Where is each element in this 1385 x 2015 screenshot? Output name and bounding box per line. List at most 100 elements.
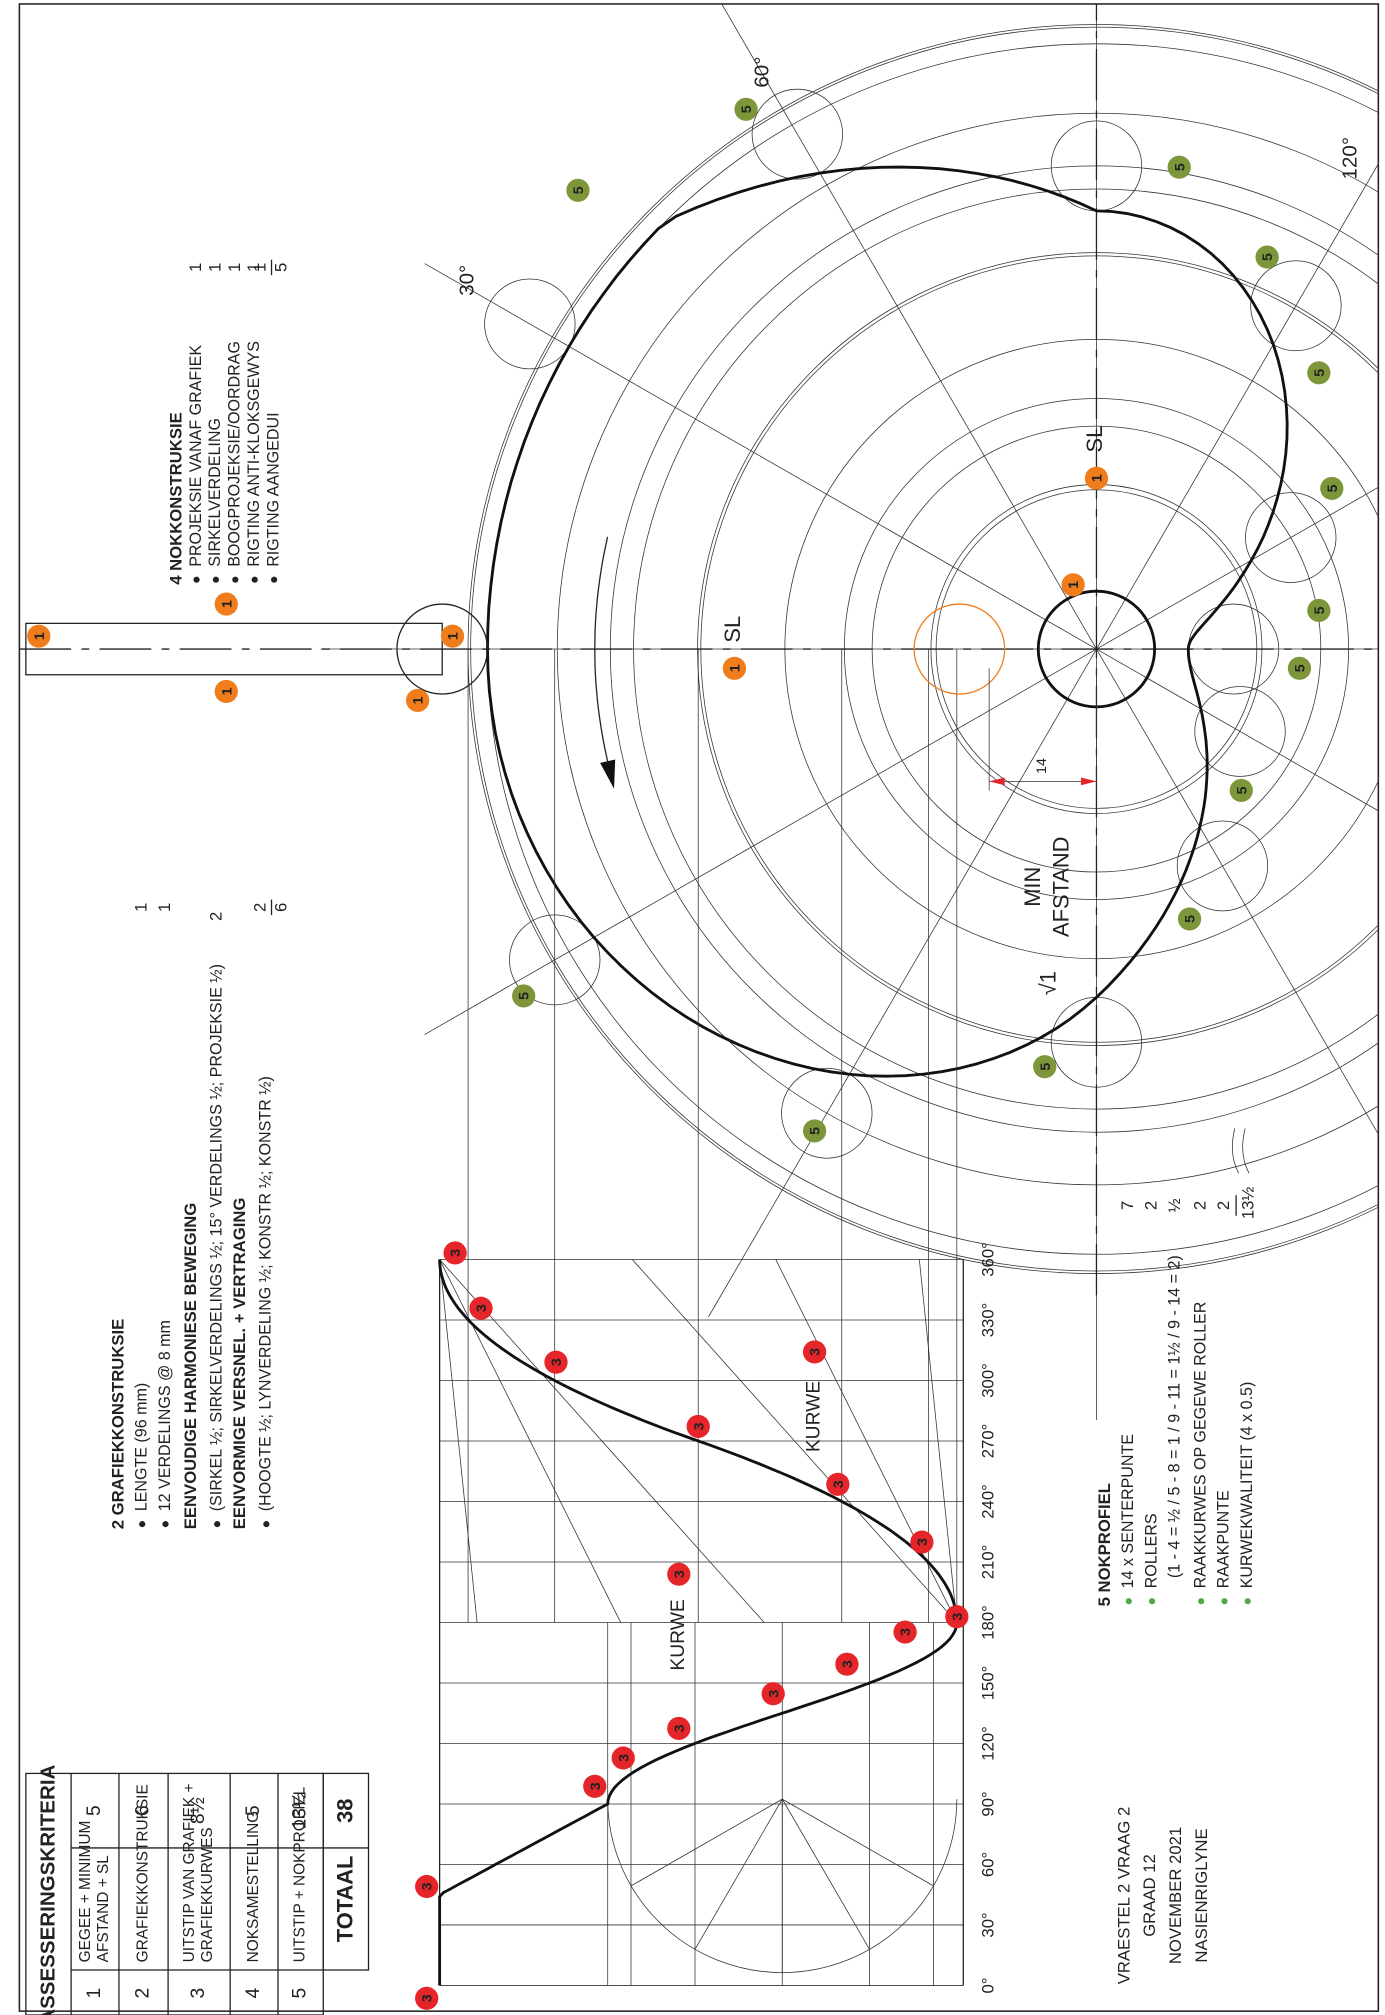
- section-total: 13½: [1238, 1187, 1257, 1220]
- marker: [443, 1241, 467, 1265]
- arrow-head: [600, 759, 616, 789]
- bullet: [263, 1521, 270, 1528]
- harmonic-ray: [782, 1798, 934, 1887]
- footer-line: NOVEMBER 2021: [1166, 1827, 1185, 1964]
- min-roller: [913, 603, 1006, 695]
- marker-label: 1: [1066, 581, 1082, 589]
- marker: [1167, 155, 1191, 179]
- roller: [1194, 686, 1286, 777]
- marker-label: 5: [517, 992, 533, 1000]
- marker-label: 3: [672, 1570, 688, 1578]
- marker-label: 3: [898, 1628, 914, 1636]
- hatch: [1231, 1128, 1250, 1174]
- marker: [1229, 778, 1253, 802]
- marker-label: 3: [448, 1249, 464, 1257]
- harmonic-ray: [694, 1798, 783, 1950]
- marker-label: 1: [219, 600, 235, 608]
- marker-label: 3: [691, 1422, 707, 1430]
- marker-label: 1: [727, 664, 743, 672]
- bullet: [1148, 1598, 1156, 1605]
- section-total: 5: [271, 263, 290, 272]
- marker: [415, 1986, 439, 2010]
- marker-label: 5: [1312, 606, 1328, 614]
- marker-label: 1: [411, 696, 427, 704]
- graph-angle-label: 90°: [979, 1791, 998, 1816]
- radial-line: [1096, 263, 1379, 650]
- graph-angle-label: 300°: [979, 1363, 998, 1398]
- bullet: [1244, 1598, 1251, 1605]
- marker-label: 5: [571, 186, 587, 194]
- marker: [544, 1350, 568, 1374]
- marker-label: 3: [831, 1480, 847, 1488]
- bullet: [212, 576, 220, 583]
- section-item: 14 x SENTERPUNTE: [1119, 1434, 1137, 1589]
- fan-line: [439, 1259, 478, 1623]
- graph-angle-label: 30°: [979, 1912, 998, 1937]
- marker-label: 5: [808, 1127, 824, 1135]
- marker-label: 5: [1312, 369, 1328, 377]
- table-title: ASSESSERINGSKRITERIA: [37, 1765, 60, 2015]
- bullet: [271, 576, 278, 583]
- marker-label: 3: [588, 1782, 604, 1790]
- section-item: ROLLERS: [1142, 1513, 1160, 1588]
- row-criterion: UITSTIP VAN GRAFIEK +: [181, 1784, 198, 1963]
- row-number: 3: [188, 1988, 209, 1999]
- roller: [1176, 820, 1269, 912]
- marker: [214, 679, 238, 704]
- row-marks: 6: [133, 1805, 154, 1816]
- marker-label: 3: [840, 1660, 856, 1668]
- roller: [781, 1067, 873, 1159]
- bullet: [1125, 1598, 1132, 1605]
- min-distance-label: AFSTAND: [1049, 837, 1074, 937]
- marker-label: 3: [420, 1994, 436, 2002]
- marker: [667, 1562, 691, 1586]
- marker: [583, 1774, 607, 1798]
- row-criterion: AFSTAND + SL: [95, 1855, 112, 1963]
- marker-label: 1: [219, 687, 235, 695]
- row-marks: 5: [84, 1805, 105, 1816]
- marker: [893, 1620, 917, 1644]
- dimension-arrow: [989, 777, 1005, 786]
- check-mark: √1: [1036, 971, 1061, 995]
- row-number: 2: [133, 1988, 154, 1999]
- fan-line: [918, 1259, 958, 1623]
- follower-roller: [396, 603, 489, 695]
- sl-label: SL: [720, 616, 745, 643]
- marker-label: 3: [616, 1754, 632, 1762]
- item-mark: 1: [132, 903, 151, 912]
- bullet: [1221, 1598, 1228, 1605]
- marker-label: 5: [1172, 163, 1188, 171]
- marker: [1255, 245, 1279, 269]
- section-item: RIGTING AANGEDUI: [264, 412, 282, 566]
- fan-line: [439, 1259, 765, 1623]
- marker-label: 5: [1183, 915, 1199, 923]
- graph-angle-label: 210°: [979, 1545, 998, 1580]
- marker-label: 5: [1325, 484, 1341, 492]
- harmonic-ray: [630, 1798, 783, 1887]
- section-item: RAAKPUNTE: [1215, 1490, 1233, 1588]
- marker-label: 5: [1292, 664, 1308, 672]
- bullet: [162, 1521, 169, 1528]
- radial-line: [708, 3, 1097, 650]
- item-mark: 1: [225, 263, 244, 272]
- marker: [1033, 1055, 1057, 1079]
- section-item: RAAKKURWES OP GEGEWE ROLLER: [1191, 1302, 1209, 1589]
- item-mark: 2: [1214, 1201, 1233, 1210]
- radial-line: [1096, 648, 1379, 1035]
- curve-label: KURWE: [668, 1599, 689, 1670]
- marker: [1320, 476, 1344, 500]
- graph-angle-label: 150°: [979, 1666, 998, 1701]
- row-marks: 5: [243, 1805, 264, 1816]
- marker: [469, 1296, 493, 1320]
- radial-line: [424, 263, 1097, 650]
- marker: [734, 97, 758, 121]
- row-criterion: GRAFIEKKURWES: [199, 1827, 216, 1962]
- section-item: (HOOGTE ½; LYNVERDELING ½; KONSTR ½; KON…: [257, 1076, 275, 1511]
- marker: [910, 1530, 934, 1554]
- marker: [686, 1414, 710, 1439]
- item-mark: 1: [155, 903, 174, 912]
- graph-angle-label: 0°: [979, 1977, 998, 1993]
- marker: [722, 656, 747, 680]
